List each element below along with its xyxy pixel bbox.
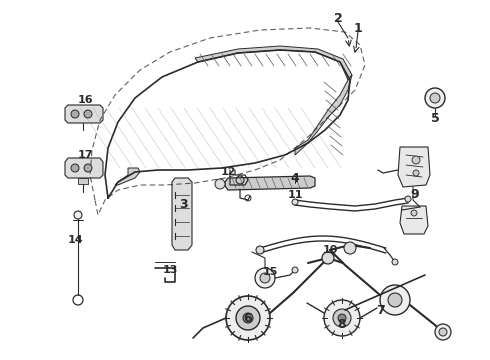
- Circle shape: [413, 170, 419, 176]
- Text: 9: 9: [411, 189, 419, 202]
- Polygon shape: [115, 168, 140, 185]
- Circle shape: [392, 259, 398, 265]
- Polygon shape: [295, 75, 352, 155]
- Text: 3: 3: [179, 198, 187, 211]
- Polygon shape: [400, 206, 428, 234]
- Text: 2: 2: [334, 12, 343, 24]
- Circle shape: [292, 199, 298, 205]
- Polygon shape: [65, 158, 103, 178]
- Circle shape: [255, 268, 275, 288]
- Circle shape: [338, 314, 346, 322]
- Text: 4: 4: [291, 171, 299, 184]
- Text: 15: 15: [262, 267, 278, 277]
- Circle shape: [388, 293, 402, 307]
- Polygon shape: [78, 178, 88, 184]
- Text: 10: 10: [322, 245, 338, 255]
- Circle shape: [380, 285, 410, 315]
- Text: 7: 7: [376, 303, 384, 316]
- Text: 17: 17: [77, 150, 93, 160]
- Circle shape: [71, 164, 79, 172]
- Circle shape: [430, 93, 440, 103]
- Text: 1: 1: [354, 22, 363, 35]
- Circle shape: [411, 210, 417, 216]
- Circle shape: [236, 306, 260, 330]
- Circle shape: [256, 246, 264, 254]
- Circle shape: [435, 324, 451, 340]
- Text: 11: 11: [287, 190, 303, 200]
- Circle shape: [439, 328, 447, 336]
- Circle shape: [344, 242, 356, 254]
- Text: 5: 5: [431, 112, 440, 125]
- Polygon shape: [195, 46, 352, 80]
- Text: 8: 8: [338, 319, 346, 332]
- Text: 14: 14: [67, 235, 83, 245]
- Polygon shape: [225, 176, 315, 190]
- Circle shape: [412, 156, 420, 164]
- Circle shape: [84, 164, 92, 172]
- Text: 13: 13: [162, 265, 178, 275]
- Circle shape: [74, 211, 82, 219]
- Polygon shape: [172, 178, 192, 250]
- Circle shape: [215, 179, 225, 189]
- Circle shape: [405, 196, 411, 202]
- Polygon shape: [398, 147, 430, 187]
- Circle shape: [425, 88, 445, 108]
- Text: 16: 16: [77, 95, 93, 105]
- Circle shape: [260, 273, 270, 283]
- Circle shape: [243, 313, 253, 323]
- Text: 12: 12: [220, 167, 236, 177]
- Circle shape: [322, 252, 334, 264]
- Text: 6: 6: [244, 311, 252, 324]
- Circle shape: [292, 267, 298, 273]
- Polygon shape: [65, 105, 103, 123]
- Circle shape: [71, 110, 79, 118]
- Circle shape: [84, 110, 92, 118]
- Circle shape: [333, 309, 351, 327]
- Circle shape: [226, 296, 270, 340]
- Circle shape: [324, 300, 360, 336]
